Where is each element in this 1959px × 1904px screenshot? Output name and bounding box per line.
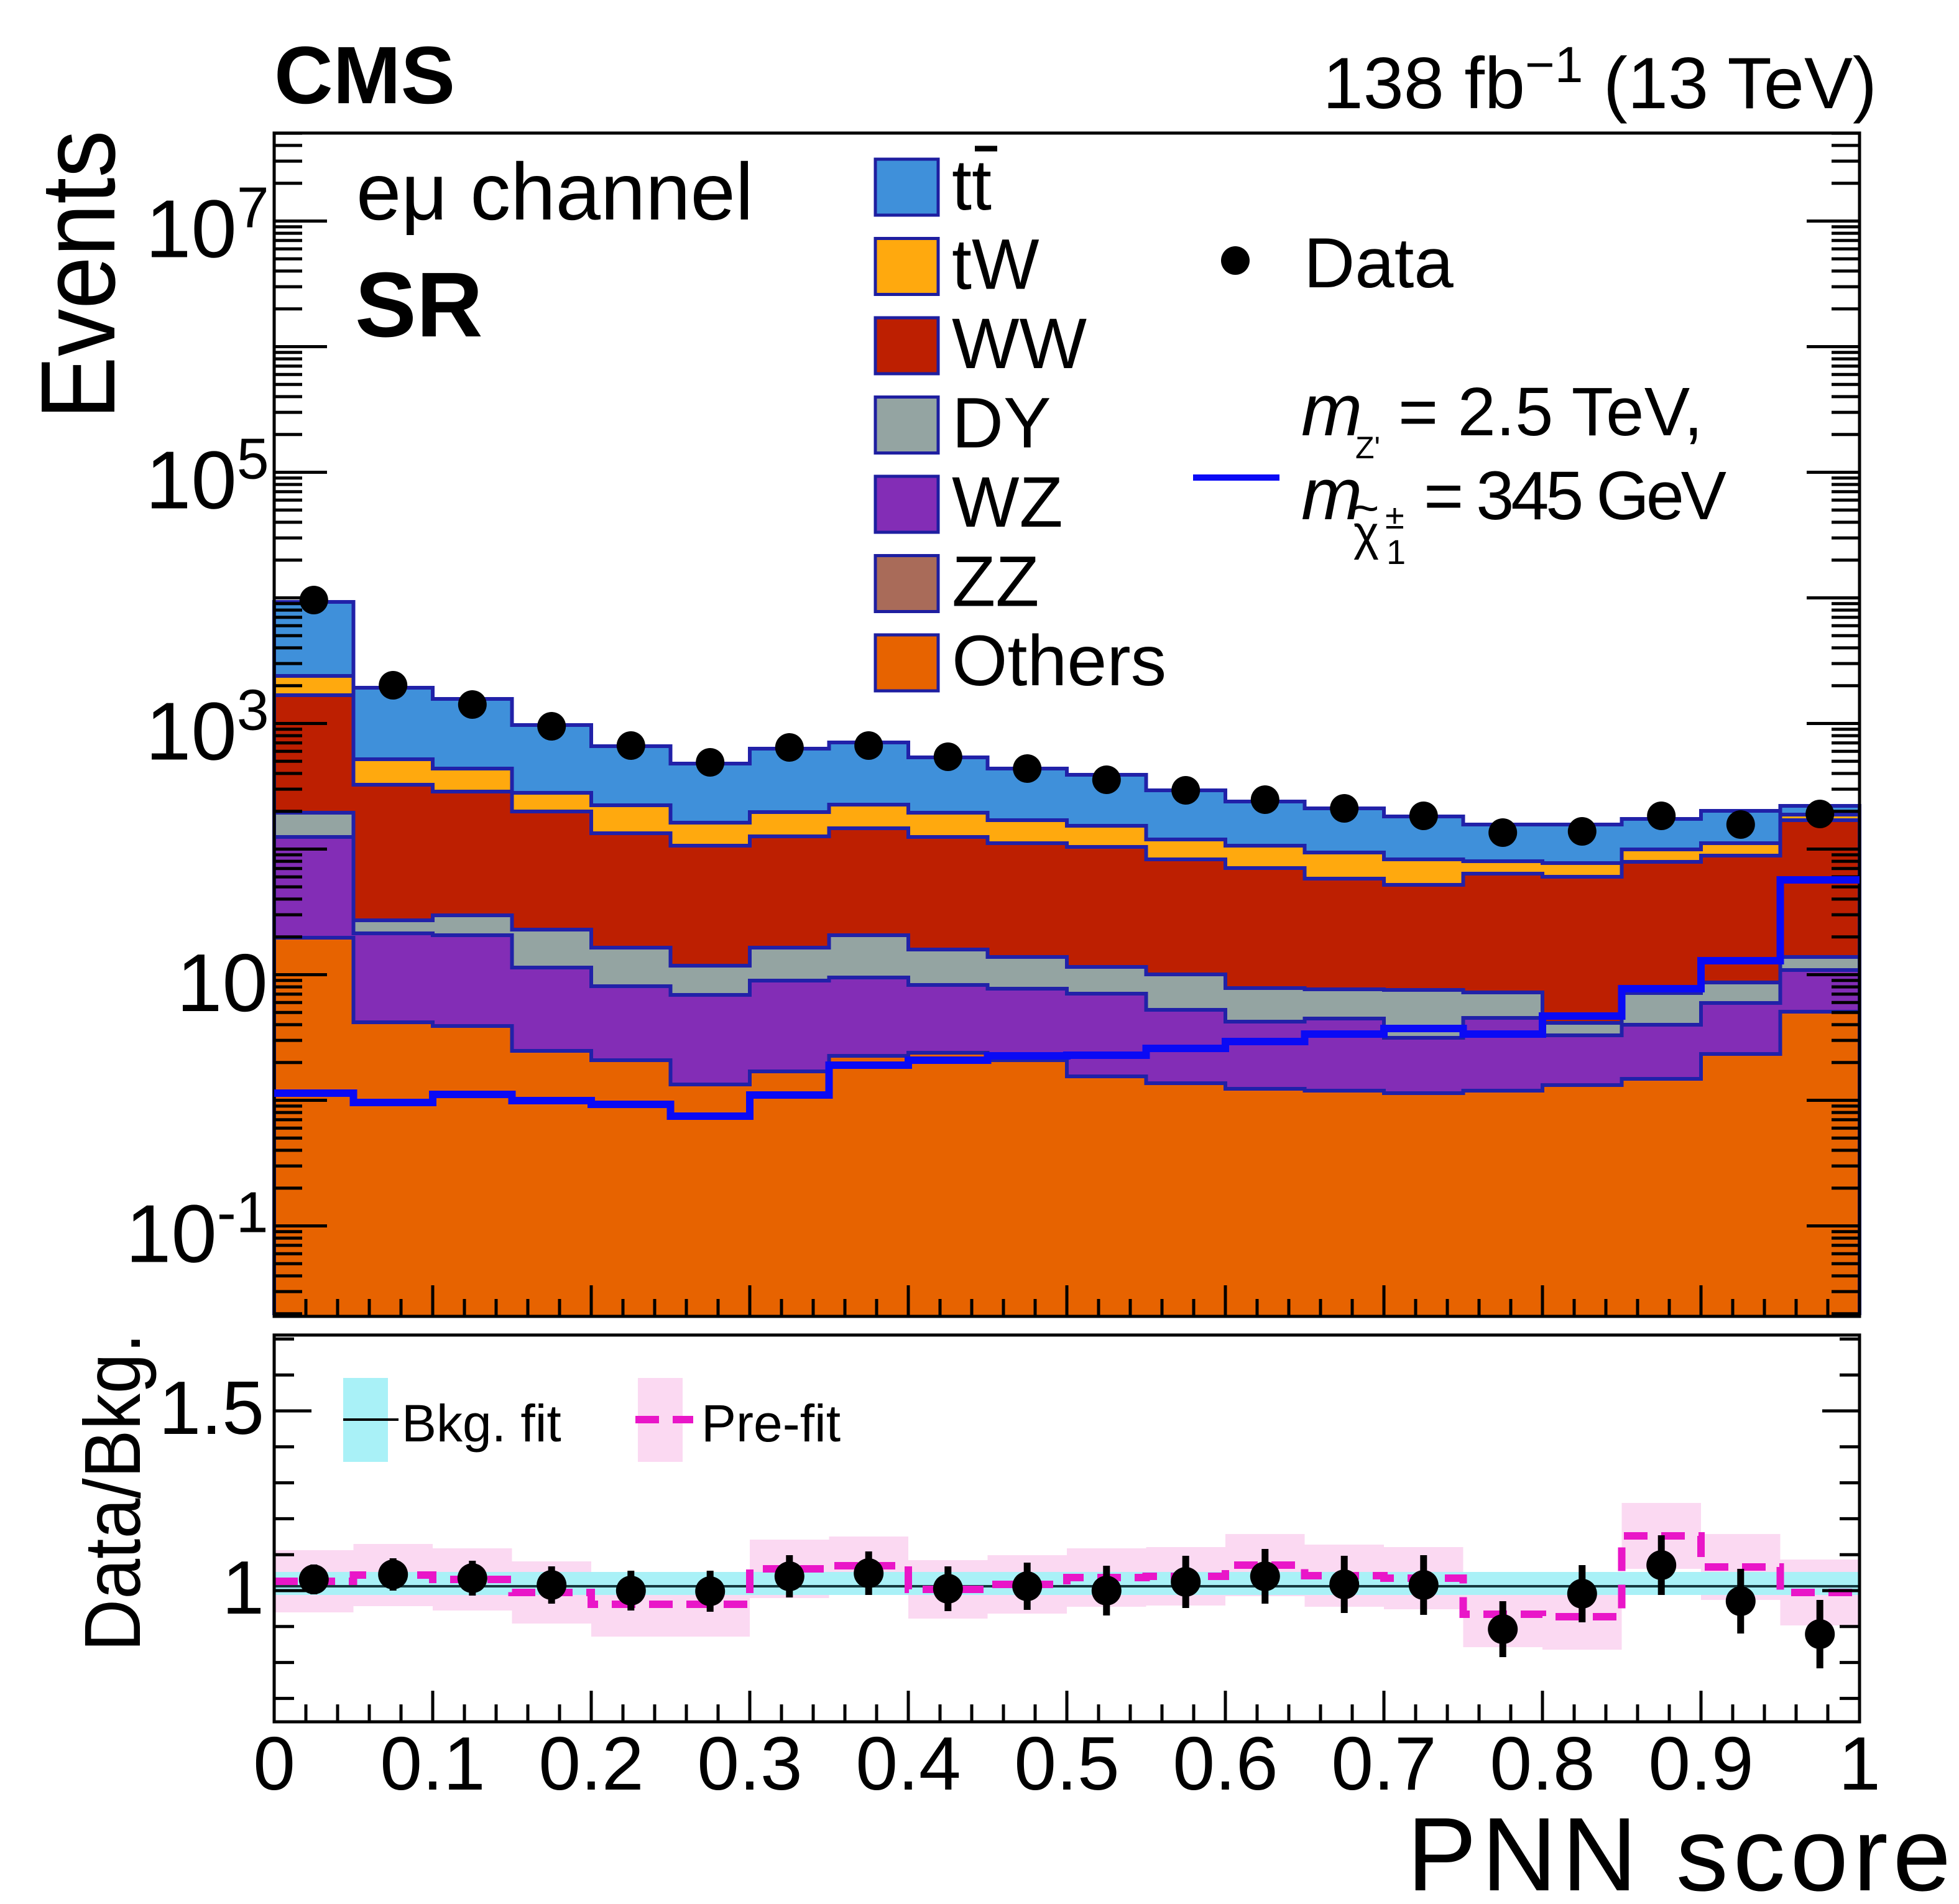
svg-text:138 fb−1 (13 TeV): 138 fb−1 (13 TeV) (1323, 37, 1877, 124)
svg-text:Data: Data (1304, 224, 1454, 303)
svg-text:10: 10 (177, 937, 268, 1028)
svg-text:1: 1 (222, 1545, 264, 1630)
svg-text:Z': Z' (1355, 430, 1380, 465)
svg-text:eμ channel: eμ channel (356, 146, 754, 237)
svg-text:Data/Bkg.: Data/Bkg. (68, 1333, 157, 1652)
svg-text:0.9: 0.9 (1648, 1721, 1754, 1806)
svg-text:Bkg. fit: Bkg. fit (402, 1394, 561, 1453)
svg-text:0.4: 0.4 (855, 1721, 961, 1806)
svg-text:m: m (1301, 453, 1362, 535)
svg-text:SR: SR (355, 254, 483, 356)
svg-text:CMS: CMS (274, 29, 455, 121)
svg-text:1.5: 1.5 (159, 1366, 264, 1450)
svg-text:WW: WW (952, 304, 1087, 384)
svg-text:Events: Events (19, 131, 137, 420)
svg-text:PNN score: PNN score (1407, 1796, 1951, 1901)
svg-text:0.2: 0.2 (538, 1721, 644, 1806)
svg-text:~: ~ (1352, 482, 1379, 534)
svg-text:0.1: 0.1 (380, 1721, 486, 1806)
svg-text:ZZ: ZZ (952, 542, 1039, 622)
svg-text:0: 0 (253, 1721, 295, 1806)
svg-text:0.6: 0.6 (1173, 1721, 1278, 1806)
svg-text:χ: χ (1353, 506, 1379, 560)
svg-text:Others: Others (952, 621, 1166, 701)
svg-text:= 345 GeV: = 345 GeV (1424, 458, 1726, 534)
svg-text:tt: tt (952, 146, 992, 225)
svg-text:±: ± (1385, 497, 1404, 536)
svg-text:0.8: 0.8 (1490, 1721, 1595, 1806)
svg-text:0.7: 0.7 (1331, 1721, 1437, 1806)
svg-text:= 2.5 TeV,: = 2.5 TeV, (1398, 374, 1703, 450)
svg-text:DY: DY (952, 384, 1051, 463)
svg-text:1: 1 (1386, 532, 1406, 571)
svg-text:Pre-fit: Pre-fit (701, 1394, 841, 1453)
svg-text:1: 1 (1838, 1721, 1881, 1806)
svg-text:m: m (1301, 369, 1362, 451)
svg-text:WZ: WZ (952, 463, 1063, 542)
svg-text:0.5: 0.5 (1014, 1721, 1120, 1806)
svg-text:0.3: 0.3 (697, 1721, 803, 1806)
svg-text:tW: tW (952, 225, 1039, 305)
